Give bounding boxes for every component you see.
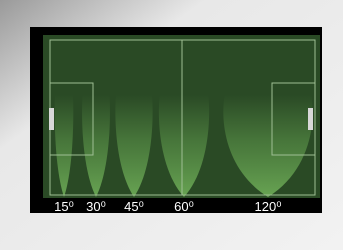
goal [49, 108, 54, 130]
beam-angle-label: 45⁰ [124, 199, 144, 214]
diagram: 15⁰ 30⁰ 45⁰ 60⁰ 120⁰ [0, 0, 343, 250]
beam-angle-label: 60⁰ [174, 199, 194, 214]
page: 15⁰30⁰45⁰60⁰120⁰ (() => { const data = J… [0, 0, 343, 250]
beam-angle-label: 30⁰ [86, 199, 106, 214]
beam-angle-label: 120⁰ [255, 199, 282, 214]
goal [308, 108, 313, 130]
beam-angle-label: 15⁰ [54, 199, 74, 214]
